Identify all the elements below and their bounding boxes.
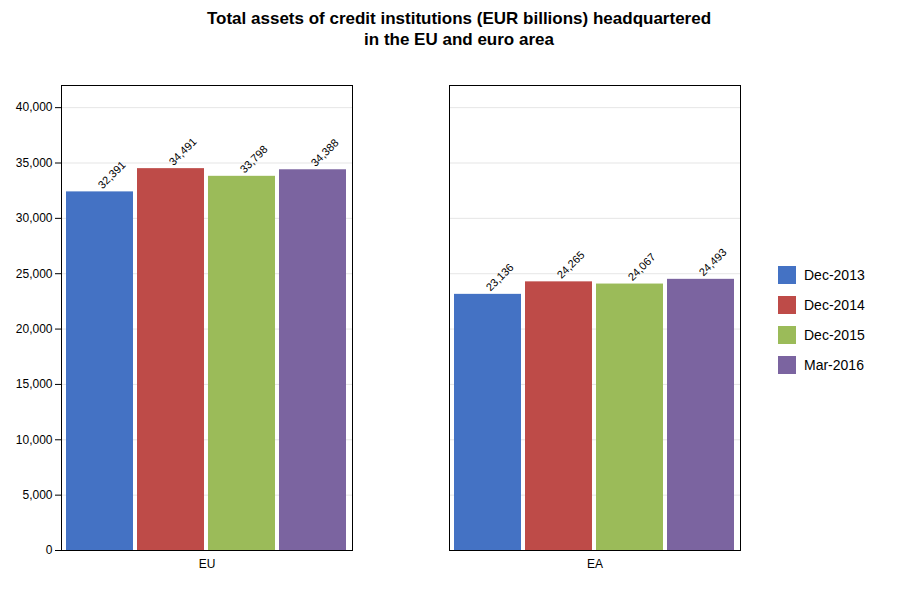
svg-text:EA: EA [587,557,603,571]
svg-text:24,493: 24,493 [696,245,728,277]
svg-text:15,000: 15,000 [16,377,53,391]
svg-text:10,000: 10,000 [16,432,53,446]
html-text:Dec-2013: Dec-2013 [804,266,865,283]
svg-text:24,067: 24,067 [625,250,657,282]
svg-text:25,000: 25,000 [16,266,53,280]
svg-text:33,798: 33,798 [237,142,269,174]
svg-text:35,000: 35,000 [16,155,53,169]
svg-text:30,000: 30,000 [16,211,53,225]
html-text:Total assets of credit institu: Total assets of credit institutions (EUR… [207,9,711,50]
svg-text:EU: EU [199,557,216,571]
html-text:Dec-2014: Dec-2014 [804,296,865,313]
svg-text:5,000: 5,000 [22,487,52,501]
svg-text:34,491: 34,491 [166,135,198,167]
svg-text:34,388: 34,388 [308,136,340,168]
svg-text:24,265: 24,265 [554,248,586,280]
svg-text:32,391: 32,391 [95,158,127,190]
html-text:Dec-2015: Dec-2015 [804,326,865,343]
svg-text:40,000: 40,000 [16,100,53,114]
svg-text:0: 0 [46,543,53,557]
html-text:Mar-2016: Mar-2016 [804,356,864,373]
svg-text:23,136: 23,136 [483,260,515,292]
svg-text:20,000: 20,000 [16,321,53,335]
